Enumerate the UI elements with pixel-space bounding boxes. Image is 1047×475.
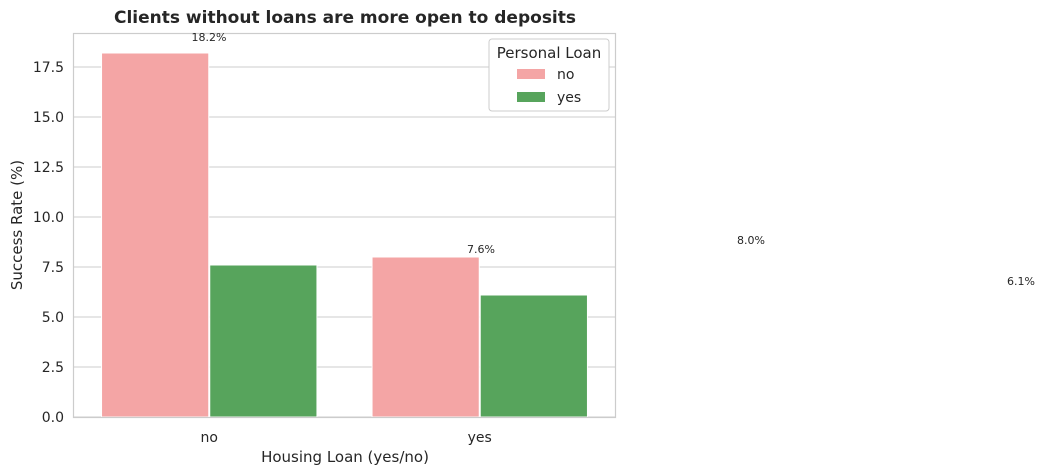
y-ticks: 0.0 2.5 5.0 7.5 10.0 12.5 15.0 17.5 [33, 60, 64, 426]
y-tick-label: 5.0 [42, 310, 64, 326]
bar-no-yes [209, 264, 318, 418]
legend-label-no: no [557, 67, 574, 83]
x-tick-label: no [201, 430, 218, 446]
bar-yes-no [371, 256, 480, 418]
y-tick-label: 0.0 [42, 410, 64, 426]
legend-swatch-yes [517, 92, 545, 102]
y-tick-label: 17.5 [33, 60, 64, 76]
data-label: 8.0% [737, 234, 765, 247]
bar-no-no [101, 52, 210, 418]
plot-frame [72, 32, 617, 419]
x-axis-label: Housing Loan (yes/no) [261, 448, 429, 466]
legend: Personal Loan no yes [488, 38, 610, 112]
y-tick-label: 15.0 [33, 110, 64, 126]
legend-label-yes: yes [557, 90, 581, 106]
bar-yes-yes [479, 294, 588, 418]
chart-title: Clients without loans are more open to d… [114, 8, 576, 28]
y-tick-label: 7.5 [42, 260, 64, 276]
x-ticks: no yes [201, 430, 492, 446]
x-tick-label: yes [468, 430, 492, 446]
legend-title: Personal Loan [497, 44, 602, 62]
data-label: 6.1% [1007, 275, 1035, 288]
y-tick-label: 12.5 [33, 160, 64, 176]
y-tick-label: 2.5 [42, 360, 64, 376]
data-label: 7.6% [467, 243, 495, 256]
bars [101, 52, 588, 418]
data-label: 18.2% [192, 31, 227, 44]
y-tick-label: 10.0 [33, 210, 64, 226]
data-labels: 18.2% 7.6% 8.0% 6.1% [192, 31, 1035, 288]
legend-swatch-no [517, 69, 545, 79]
y-axis-label: Success Rate (%) [8, 160, 26, 290]
